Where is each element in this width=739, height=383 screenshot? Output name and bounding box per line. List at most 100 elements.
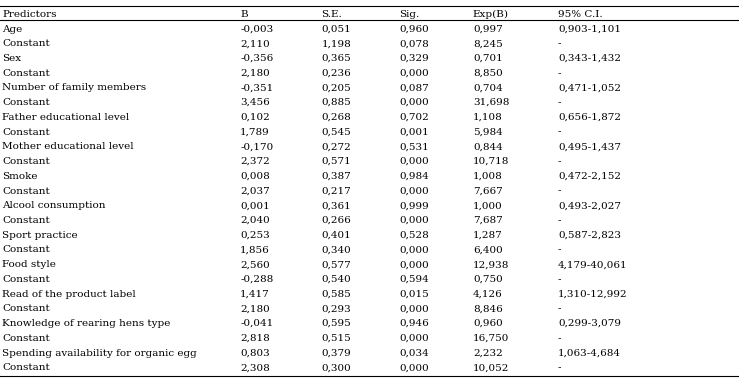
Text: Constant: Constant [2, 304, 50, 313]
Text: 2,372: 2,372 [240, 157, 270, 166]
Text: 2,560: 2,560 [240, 260, 270, 269]
Text: 10,052: 10,052 [473, 363, 509, 372]
Text: 0,401: 0,401 [321, 231, 351, 240]
Text: 0,000: 0,000 [399, 363, 429, 372]
Text: 0,008: 0,008 [240, 172, 270, 181]
Text: 0,999: 0,999 [399, 201, 429, 210]
Text: -: - [558, 157, 562, 166]
Text: Smoke: Smoke [2, 172, 38, 181]
Text: 0,702: 0,702 [399, 113, 429, 122]
Text: 1,063-4,684: 1,063-4,684 [558, 349, 621, 358]
Text: 0,329: 0,329 [399, 54, 429, 63]
Text: Constant: Constant [2, 128, 50, 137]
Text: 0,528: 0,528 [399, 231, 429, 240]
Text: 0,704: 0,704 [473, 83, 503, 92]
Text: 0,236: 0,236 [321, 69, 351, 78]
Text: 0,078: 0,078 [399, 39, 429, 48]
Text: 95% C.I.: 95% C.I. [558, 10, 602, 19]
Text: 0,253: 0,253 [240, 231, 270, 240]
Text: 0,205: 0,205 [321, 83, 351, 92]
Text: 0,656-1,872: 0,656-1,872 [558, 113, 621, 122]
Text: Sig.: Sig. [399, 10, 419, 19]
Text: 1,789: 1,789 [240, 128, 270, 137]
Text: Constant: Constant [2, 334, 50, 343]
Text: -0,170: -0,170 [240, 142, 273, 151]
Text: -: - [558, 216, 562, 225]
Text: 0,217: 0,217 [321, 187, 351, 196]
Text: 0,343-1,432: 0,343-1,432 [558, 54, 621, 63]
Text: -: - [558, 98, 562, 107]
Text: 0,379: 0,379 [321, 349, 351, 358]
Text: -: - [558, 128, 562, 137]
Text: -: - [558, 69, 562, 78]
Text: 0,087: 0,087 [399, 83, 429, 92]
Text: 1,198: 1,198 [321, 39, 351, 48]
Text: 1,008: 1,008 [473, 172, 503, 181]
Text: 2,232: 2,232 [473, 349, 503, 358]
Text: Constant: Constant [2, 157, 50, 166]
Text: -: - [558, 334, 562, 343]
Text: 0,960: 0,960 [399, 25, 429, 34]
Text: Constant: Constant [2, 39, 50, 48]
Text: 0,960: 0,960 [473, 319, 503, 328]
Text: 0,000: 0,000 [399, 216, 429, 225]
Text: -0,356: -0,356 [240, 54, 273, 63]
Text: 0,268: 0,268 [321, 113, 351, 122]
Text: 0,493-2,027: 0,493-2,027 [558, 201, 621, 210]
Text: -: - [558, 275, 562, 284]
Text: 3,456: 3,456 [240, 98, 270, 107]
Text: 31,698: 31,698 [473, 98, 509, 107]
Text: 0,587-2,823: 0,587-2,823 [558, 231, 621, 240]
Text: Constant: Constant [2, 275, 50, 284]
Text: 0,300: 0,300 [321, 363, 351, 372]
Text: Constant: Constant [2, 69, 50, 78]
Text: 0,001: 0,001 [399, 128, 429, 137]
Text: 0,000: 0,000 [399, 304, 429, 313]
Text: 0,701: 0,701 [473, 54, 503, 63]
Text: 0,000: 0,000 [399, 157, 429, 166]
Text: -: - [558, 187, 562, 196]
Text: 12,938: 12,938 [473, 260, 509, 269]
Text: 10,718: 10,718 [473, 157, 509, 166]
Text: 0,299-3,079: 0,299-3,079 [558, 319, 621, 328]
Text: 5,984: 5,984 [473, 128, 503, 137]
Text: Exp(B): Exp(B) [473, 10, 509, 19]
Text: -: - [558, 39, 562, 48]
Text: -: - [558, 246, 562, 254]
Text: 0,577: 0,577 [321, 260, 351, 269]
Text: -0,351: -0,351 [240, 83, 273, 92]
Text: 0,000: 0,000 [399, 260, 429, 269]
Text: Food style: Food style [2, 260, 56, 269]
Text: 2,180: 2,180 [240, 69, 270, 78]
Text: 1,287: 1,287 [473, 231, 503, 240]
Text: 0,495-1,437: 0,495-1,437 [558, 142, 621, 151]
Text: 0,571: 0,571 [321, 157, 351, 166]
Text: Constant: Constant [2, 216, 50, 225]
Text: Number of family members: Number of family members [2, 83, 146, 92]
Text: Father educational level: Father educational level [2, 113, 129, 122]
Text: -0,003: -0,003 [240, 25, 273, 34]
Text: -: - [558, 304, 562, 313]
Text: 8,245: 8,245 [473, 39, 503, 48]
Text: -0,041: -0,041 [240, 319, 273, 328]
Text: 0,997: 0,997 [473, 25, 503, 34]
Text: 1,417: 1,417 [240, 290, 270, 299]
Text: Alcool consumption: Alcool consumption [2, 201, 106, 210]
Text: 7,687: 7,687 [473, 216, 503, 225]
Text: 0,885: 0,885 [321, 98, 351, 107]
Text: S.E.: S.E. [321, 10, 342, 19]
Text: 2,308: 2,308 [240, 363, 270, 372]
Text: 0,545: 0,545 [321, 128, 351, 137]
Text: 0,365: 0,365 [321, 54, 351, 63]
Text: Knowledge of rearing hens type: Knowledge of rearing hens type [2, 319, 171, 328]
Text: Sex: Sex [2, 54, 21, 63]
Text: 0,266: 0,266 [321, 216, 351, 225]
Text: 4,179-40,061: 4,179-40,061 [558, 260, 627, 269]
Text: Predictors: Predictors [2, 10, 57, 19]
Text: 0,000: 0,000 [399, 98, 429, 107]
Text: 16,750: 16,750 [473, 334, 509, 343]
Text: 0,540: 0,540 [321, 275, 351, 284]
Text: 0,034: 0,034 [399, 349, 429, 358]
Text: -: - [558, 363, 562, 372]
Text: 0,515: 0,515 [321, 334, 351, 343]
